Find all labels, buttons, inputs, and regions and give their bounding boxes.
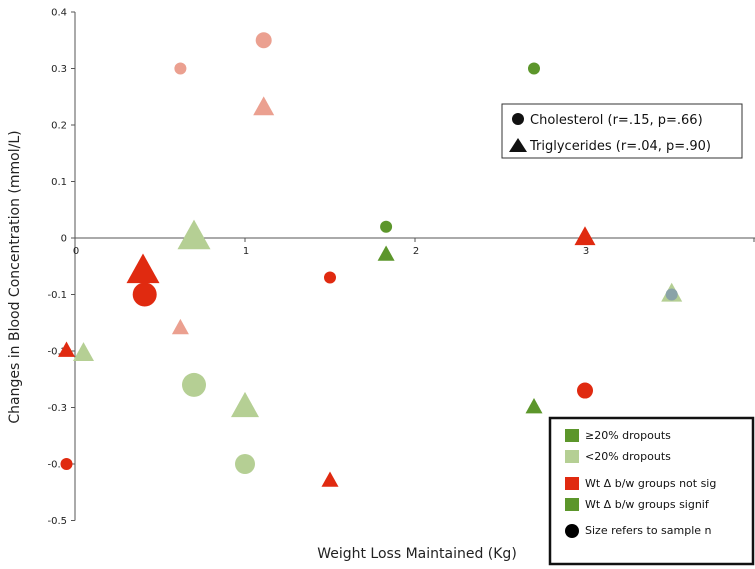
triglycerides-point — [525, 398, 543, 414]
triglycerides-point — [377, 245, 395, 261]
triglycerides-point — [73, 342, 94, 362]
cholesterol-point — [255, 32, 272, 49]
color-legend-label: Wt Δ b/w groups signif — [585, 498, 710, 511]
y-tick-label: -0.2 — [47, 347, 67, 358]
x-tick-label: 3 — [583, 246, 589, 257]
y-tick-label: -0.1 — [47, 290, 67, 301]
triglycerides-point — [171, 318, 189, 335]
triglycerides-point — [253, 96, 275, 116]
shape-legend: Cholesterol (r=.15, p=.66) Triglycerides … — [501, 103, 743, 159]
y-ticks: 0.4 0.3 0.2 0.1 0 -0.1 -0.2 -0.3 -0.4 -0.5 — [47, 8, 75, 527]
color-legend-swatch — [565, 429, 579, 442]
shape-legend-box — [501, 103, 743, 159]
cholesterol-point — [174, 62, 187, 75]
triglycerides-point — [321, 471, 339, 487]
cholesterol-point — [132, 282, 157, 307]
triglycerides-point — [177, 219, 211, 250]
x-tick-label: 0 — [73, 246, 79, 257]
x-tick-label: 2 — [413, 246, 419, 257]
shape-legend-label: Triglycerides (r=.04, p=.90) — [529, 139, 711, 154]
size-legend-marker — [565, 524, 579, 538]
cholesterol-legend-marker — [512, 113, 524, 125]
color-legend-label: Size refers to sample n — [585, 524, 712, 537]
cholesterol-point — [235, 454, 255, 474]
y-tick-label: 0.3 — [51, 64, 67, 75]
data-points — [58, 32, 683, 487]
color-legend-swatch — [565, 450, 579, 463]
x-ticks: 0 1 2 3 — [73, 238, 755, 257]
y-tick-label: 0.4 — [51, 8, 67, 19]
color-legend-label: ≥20% dropouts — [585, 429, 671, 442]
cholesterol-point — [577, 382, 593, 399]
cholesterol-point — [380, 220, 393, 233]
cholesterol-point — [324, 271, 336, 284]
triglycerides-point — [58, 341, 75, 357]
x-tick-label: 1 — [243, 246, 249, 257]
y-tick-label: -0.4 — [47, 460, 67, 471]
cholesterol-point — [528, 62, 540, 75]
y-tick-label: 0.1 — [51, 177, 67, 188]
color-legend-label: Wt Δ b/w groups not sig — [585, 477, 716, 490]
triglycerides-point — [574, 226, 596, 246]
y-tick-label: -0.3 — [47, 403, 67, 414]
y-tick-label: 0.2 — [51, 121, 67, 132]
triglycerides-point — [126, 253, 160, 284]
color-legend-label: <20% dropouts — [585, 450, 671, 463]
cholesterol-point — [182, 372, 206, 397]
color-legend: ≥20% dropouts <20% dropouts Wt Δ b/w group… — [548, 416, 755, 566]
y-axis-title: Changes in Blood Concentration (mmol/L) — [7, 130, 23, 423]
cholesterol-point — [665, 288, 678, 301]
color-legend-box — [548, 416, 755, 566]
y-tick-label: -0.5 — [47, 516, 67, 527]
color-legend-swatch — [565, 477, 579, 490]
cholesterol-point — [60, 458, 73, 470]
triglycerides-point — [231, 391, 259, 418]
x-axis-title: Weight Loss Maintained (Kg) — [317, 546, 517, 562]
y-tick-label: 0 — [61, 234, 67, 245]
shape-legend-label: Cholesterol (r=.15, p=.66) — [530, 113, 703, 128]
color-legend-swatch — [565, 498, 579, 511]
triglycerides-legend-marker — [509, 138, 527, 152]
